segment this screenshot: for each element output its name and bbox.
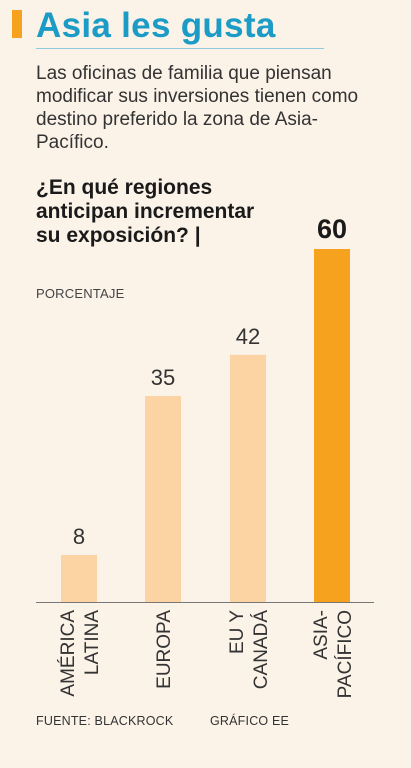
y-axis-label: PORCENTAJE [36,286,125,301]
category-label-line: PACÍFICO [335,610,356,698]
chart-subtitle: Las oficinas de familia que piensan modi… [36,63,359,153]
category-label-2: EU Y CANADÁ [227,610,272,690]
bar-3 [314,249,350,602]
bar-1 [145,396,181,602]
source-note: FUENTE: BLACKROCK [36,714,174,728]
category-label-line: EU Y [227,610,248,654]
category-label-1: EUROPA [154,610,175,689]
bar-value-label-2: 42 [236,324,260,349]
category-label-3: ASIA- PACÍFICO [311,610,356,698]
category-label-line: CANADÁ [251,610,272,690]
bar-value-label-3: 60 [317,214,347,244]
bar-2 [230,354,266,602]
accent-bar [12,10,22,38]
category-label-0: AMÉRICA LATINA [58,610,103,697]
chart-question: ¿En qué regiones anticipan incrementar s… [36,176,255,247]
graphic-credit: GRÁFICO EE [210,714,290,728]
title-rule [36,48,324,49]
bar-0 [61,554,97,602]
category-label-line: LATINA [82,610,103,675]
category-label-line: AMÉRICA [58,610,79,697]
chart-title: Asia les gusta [36,6,276,45]
bar-value-label-1: 35 [151,365,175,390]
bar-value-label-0: 8 [73,524,85,549]
category-label-line: ASIA- [311,610,332,660]
category-label-line: EUROPA [154,610,175,689]
